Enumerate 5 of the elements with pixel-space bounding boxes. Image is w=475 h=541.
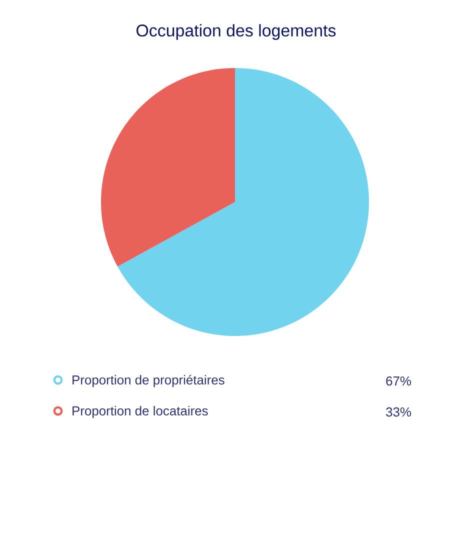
legend-label: Proportion de propriétaires [72,374,224,388]
data-label: 33% [386,407,412,417]
legend-label: Proportion de locataires [72,406,208,418]
data-label: 67% [386,376,412,386]
chart-title: Occupation des logements [136,24,336,40]
